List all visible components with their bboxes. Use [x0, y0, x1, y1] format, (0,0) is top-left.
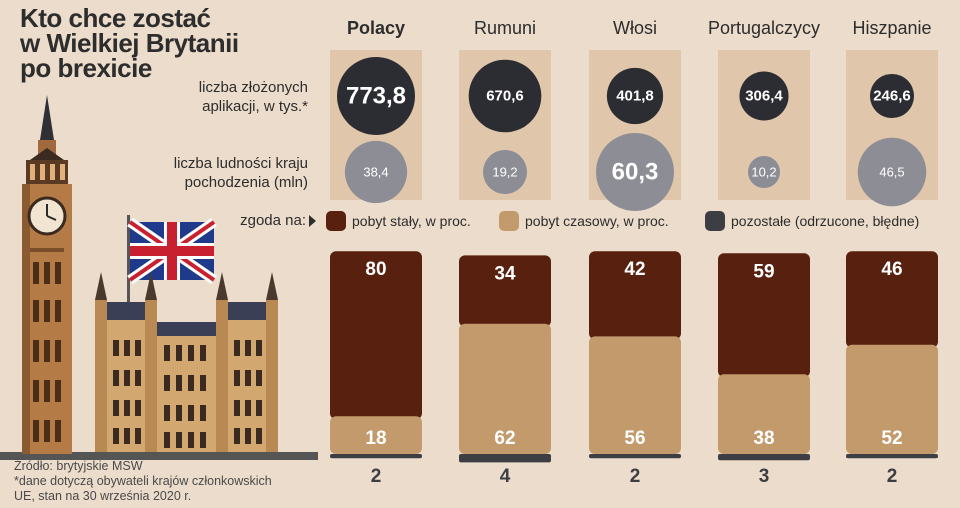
consent-label: zgoda na: — [240, 212, 306, 229]
population-label-line-2: pochodzenia (mln) — [184, 174, 308, 191]
label-other-4: 2 — [887, 466, 898, 487]
bar-temporary-1 — [459, 323, 551, 454]
population-value-0: 38,4 — [363, 165, 388, 180]
population-value-3: 10,2 — [751, 165, 776, 180]
footer: Źródło: brytyjskie MSW *dane dotyczą oby… — [14, 459, 334, 504]
big-ben-icon — [22, 95, 72, 454]
label-permanent-2: 42 — [624, 259, 645, 280]
ground — [0, 452, 318, 460]
label-other-1: 4 — [500, 466, 511, 487]
label-permanent-3: 59 — [753, 261, 774, 282]
applications-value-4: 246,6 — [873, 88, 911, 105]
title-line-1: Kto chce zostać — [20, 3, 211, 33]
population-value-2: 60,3 — [612, 159, 659, 186]
applications-value-1: 670,6 — [486, 88, 524, 105]
bar-temporary-0 — [330, 416, 422, 454]
applications-value-2: 401,8 — [616, 88, 654, 105]
applications-value-0: 773,8 — [346, 83, 406, 110]
consent-row-label: zgoda na: — [240, 211, 306, 230]
label-temporary-1: 62 — [494, 428, 515, 449]
bar-temporary-4 — [846, 344, 938, 454]
bar-permanent-2 — [589, 251, 681, 340]
bar-permanent-4 — [846, 251, 938, 348]
legend-label-temporary: pobyt czasowy, w proc. — [525, 213, 669, 229]
applications-row-label: liczba złożonych aplikacji, w tys.* — [199, 78, 308, 116]
bar-other-2 — [589, 454, 681, 459]
bar-permanent-0 — [330, 251, 422, 420]
label-permanent-0: 80 — [365, 259, 386, 280]
legend-label-other: pozostałe (odrzucone, błędne) — [731, 213, 920, 229]
label-temporary-3: 38 — [753, 428, 774, 449]
applications-label-line-2: aplikacji, w tys.* — [202, 98, 308, 115]
bar-other-0 — [330, 454, 422, 459]
population-circle-0 — [344, 140, 408, 204]
label-permanent-1: 34 — [494, 263, 516, 284]
source-note: Źródło: brytyjskie MSW — [14, 459, 143, 473]
applications-circle-4 — [869, 73, 915, 119]
applications-value-3: 306,4 — [745, 88, 783, 105]
label-permanent-4: 46 — [881, 259, 902, 280]
population-circle-3 — [747, 155, 781, 189]
population-circle-1 — [482, 149, 528, 195]
title-line-2: w Wielkiej Brytanii — [20, 28, 239, 58]
label-temporary-4: 52 — [881, 428, 902, 449]
bar-other-4 — [846, 454, 938, 459]
label-other-3: 3 — [759, 466, 770, 487]
applications-circle-3 — [739, 71, 789, 121]
applications-circle-1 — [468, 59, 542, 133]
country-label-0: Polacy — [347, 18, 405, 38]
population-label-line-1: liczba ludności kraju — [173, 155, 308, 172]
footnote-line-1: *dane dotyczą obywateli krajów członkows… — [14, 474, 272, 488]
applications-label-line-1: liczba złożonych — [198, 79, 308, 96]
bar-other-1 — [459, 454, 551, 463]
title-line-3: po brexicie — [20, 53, 152, 83]
bar-permanent-3 — [718, 253, 810, 378]
applications-circle-0 — [337, 57, 415, 135]
parliament-icon — [95, 272, 278, 452]
label-temporary-0: 18 — [365, 428, 386, 449]
country-label-4: Hiszpanie — [852, 18, 931, 38]
country-label-3: Portugalczycy — [708, 18, 820, 38]
label-temporary-2: 56 — [624, 428, 645, 449]
label-other-2: 2 — [630, 466, 641, 487]
bar-permanent-1 — [459, 255, 551, 327]
country-label-1: Rumuni — [474, 18, 536, 38]
population-row-label: liczba ludności kraju pochodzenia (mln) — [174, 154, 308, 192]
bar-temporary-2 — [589, 336, 681, 454]
population-value-1: 19,2 — [492, 165, 517, 180]
country-label-2: Włosi — [613, 18, 657, 38]
london-illustration — [0, 95, 318, 460]
footnote-line-2: UE, stan na 30 września 2020 r. — [14, 489, 192, 503]
chart-title: Kto chce zostać w Wielkiej Brytanii po b… — [20, 3, 320, 83]
population-circle-2 — [596, 133, 674, 211]
legend-label-permanent: pobyt stały, w proc. — [352, 213, 471, 229]
population-value-4: 46,5 — [879, 165, 904, 180]
label-other-0: 2 — [371, 466, 382, 487]
applications-circle-2 — [606, 67, 664, 125]
union-jack-flag-icon — [127, 215, 217, 325]
bar-other-3 — [718, 454, 810, 461]
population-circle-4 — [857, 137, 927, 207]
bar-temporary-3 — [718, 374, 810, 454]
